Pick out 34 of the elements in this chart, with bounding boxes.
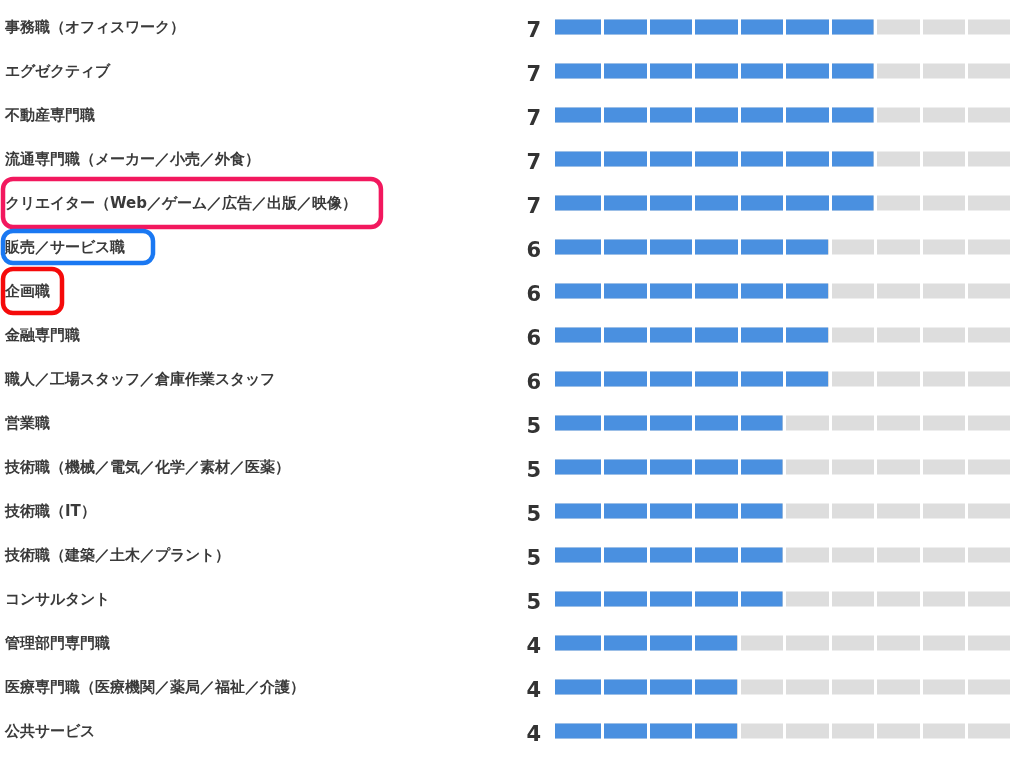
y-tick-label: コンサルタント — [5, 590, 110, 608]
data-label: 6 — [526, 326, 541, 350]
y-tick-label: 流通専門職（メーカー／小売／外食） — [4, 150, 260, 168]
y-tick-label: 金融専門職 — [4, 326, 80, 344]
data-label: 6 — [526, 238, 541, 262]
y-tick-label: クリエイター（Web／ゲーム／広告／出版／映像） — [5, 194, 357, 212]
y-tick-label: 技術職（IT） — [4, 502, 96, 520]
data-label: 4 — [526, 722, 541, 746]
data-label: 4 — [526, 634, 541, 658]
data-label: 5 — [526, 458, 541, 482]
data-label: 7 — [526, 62, 541, 86]
data-label: 5 — [526, 502, 541, 526]
data-label: 7 — [526, 150, 541, 174]
y-tick-label: 管理部門専門職 — [4, 634, 110, 652]
y-tick-label: 営業職 — [5, 414, 50, 432]
y-tick-label: 技術職（機械／電気／化学／素材／医薬） — [4, 458, 290, 476]
y-tick-label: 販売／サービス職 — [4, 238, 125, 256]
y-tick-label: エグゼクティブ — [5, 62, 111, 80]
data-label: 4 — [526, 678, 541, 702]
data-label: 7 — [526, 18, 541, 42]
data-label: 7 — [526, 106, 541, 130]
data-label: 5 — [526, 414, 541, 438]
y-tick-label: 事務職（オフィスワーク） — [4, 18, 185, 36]
data-label: 6 — [526, 282, 541, 306]
y-tick-label: 公共サービス — [4, 722, 95, 740]
data-label: 5 — [526, 546, 541, 570]
y-tick-label: 職人／工場スタッフ／倉庫作業スタッフ — [4, 370, 275, 388]
y-tick-label: 不動産専門職 — [4, 106, 95, 124]
data-label: 6 — [526, 370, 541, 394]
data-label: 5 — [526, 590, 541, 614]
y-tick-label: 企画職 — [4, 282, 50, 300]
y-tick-label: 医療専門職（医療機関／薬局／福祉／介護） — [5, 678, 305, 696]
data-label: 7 — [526, 194, 541, 218]
y-tick-label: 技術職（建築／土木／プラント） — [4, 546, 230, 564]
